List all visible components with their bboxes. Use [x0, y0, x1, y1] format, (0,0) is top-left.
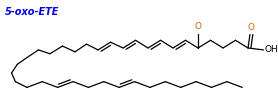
- Text: 5-oxo-ETE: 5-oxo-ETE: [5, 7, 59, 17]
- Text: O: O: [195, 22, 202, 31]
- Text: OH: OH: [264, 45, 278, 54]
- Text: O: O: [248, 23, 255, 32]
